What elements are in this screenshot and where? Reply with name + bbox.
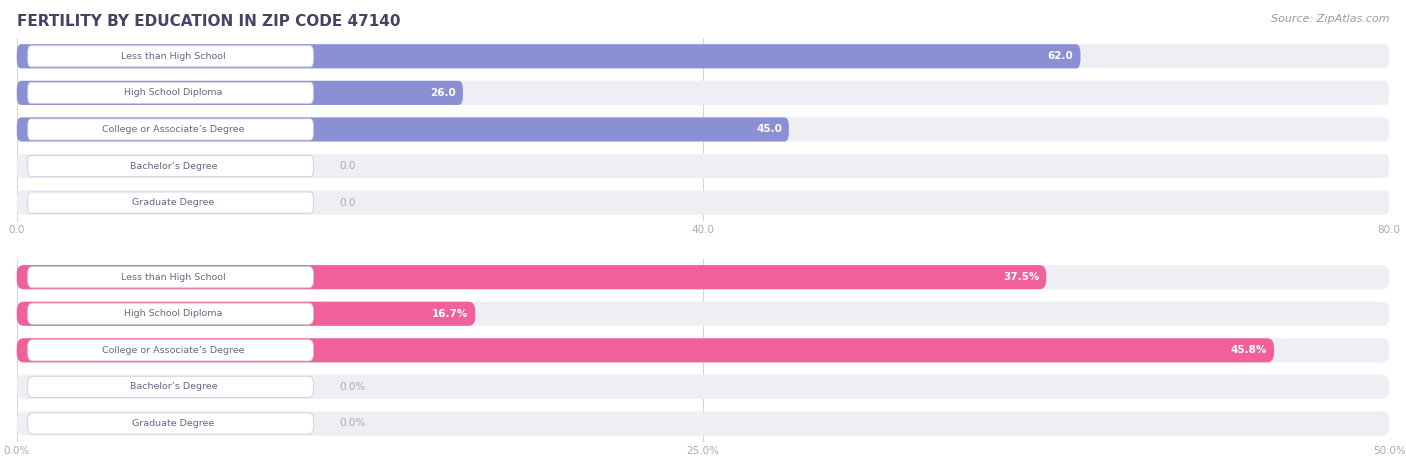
FancyBboxPatch shape xyxy=(17,375,1389,399)
Text: Graduate Degree: Graduate Degree xyxy=(132,198,215,207)
FancyBboxPatch shape xyxy=(17,44,1080,68)
Text: College or Associate’s Degree: College or Associate’s Degree xyxy=(103,346,245,355)
FancyBboxPatch shape xyxy=(28,340,314,361)
FancyBboxPatch shape xyxy=(28,192,314,213)
FancyBboxPatch shape xyxy=(28,266,314,288)
FancyBboxPatch shape xyxy=(17,117,1389,142)
FancyBboxPatch shape xyxy=(17,338,1274,362)
FancyBboxPatch shape xyxy=(17,265,1046,289)
Text: 45.0: 45.0 xyxy=(756,124,782,134)
FancyBboxPatch shape xyxy=(17,302,475,326)
Text: 26.0: 26.0 xyxy=(430,88,456,98)
Text: 0.0%: 0.0% xyxy=(339,382,366,392)
Text: College or Associate’s Degree: College or Associate’s Degree xyxy=(103,125,245,134)
Text: High School Diploma: High School Diploma xyxy=(124,88,222,97)
Text: 37.5%: 37.5% xyxy=(1002,272,1039,282)
FancyBboxPatch shape xyxy=(17,81,463,105)
FancyBboxPatch shape xyxy=(17,265,1389,289)
FancyBboxPatch shape xyxy=(28,46,314,67)
Text: Less than High School: Less than High School xyxy=(121,273,225,282)
FancyBboxPatch shape xyxy=(17,81,1389,105)
FancyBboxPatch shape xyxy=(17,117,789,142)
FancyBboxPatch shape xyxy=(28,413,314,434)
FancyBboxPatch shape xyxy=(17,302,1389,326)
Text: Bachelor’s Degree: Bachelor’s Degree xyxy=(129,382,217,391)
FancyBboxPatch shape xyxy=(28,119,314,140)
FancyBboxPatch shape xyxy=(28,376,314,398)
FancyBboxPatch shape xyxy=(17,154,1389,178)
FancyBboxPatch shape xyxy=(17,190,1389,215)
Text: 16.7%: 16.7% xyxy=(432,309,468,319)
FancyBboxPatch shape xyxy=(17,44,1389,68)
FancyBboxPatch shape xyxy=(17,338,1389,362)
Text: 0.0: 0.0 xyxy=(339,161,356,171)
Text: FERTILITY BY EDUCATION IN ZIP CODE 47140: FERTILITY BY EDUCATION IN ZIP CODE 47140 xyxy=(17,14,401,29)
Text: 45.8%: 45.8% xyxy=(1230,345,1267,355)
Text: Source: ZipAtlas.com: Source: ZipAtlas.com xyxy=(1271,14,1389,24)
Text: High School Diploma: High School Diploma xyxy=(124,309,222,318)
Text: 0.0: 0.0 xyxy=(339,198,356,208)
Text: Less than High School: Less than High School xyxy=(121,52,225,61)
Text: Bachelor’s Degree: Bachelor’s Degree xyxy=(129,162,217,171)
Text: Graduate Degree: Graduate Degree xyxy=(132,419,215,428)
Text: 62.0: 62.0 xyxy=(1047,51,1074,61)
FancyBboxPatch shape xyxy=(17,411,1389,436)
FancyBboxPatch shape xyxy=(28,82,314,104)
FancyBboxPatch shape xyxy=(28,303,314,324)
FancyBboxPatch shape xyxy=(28,155,314,177)
Text: 0.0%: 0.0% xyxy=(339,418,366,428)
